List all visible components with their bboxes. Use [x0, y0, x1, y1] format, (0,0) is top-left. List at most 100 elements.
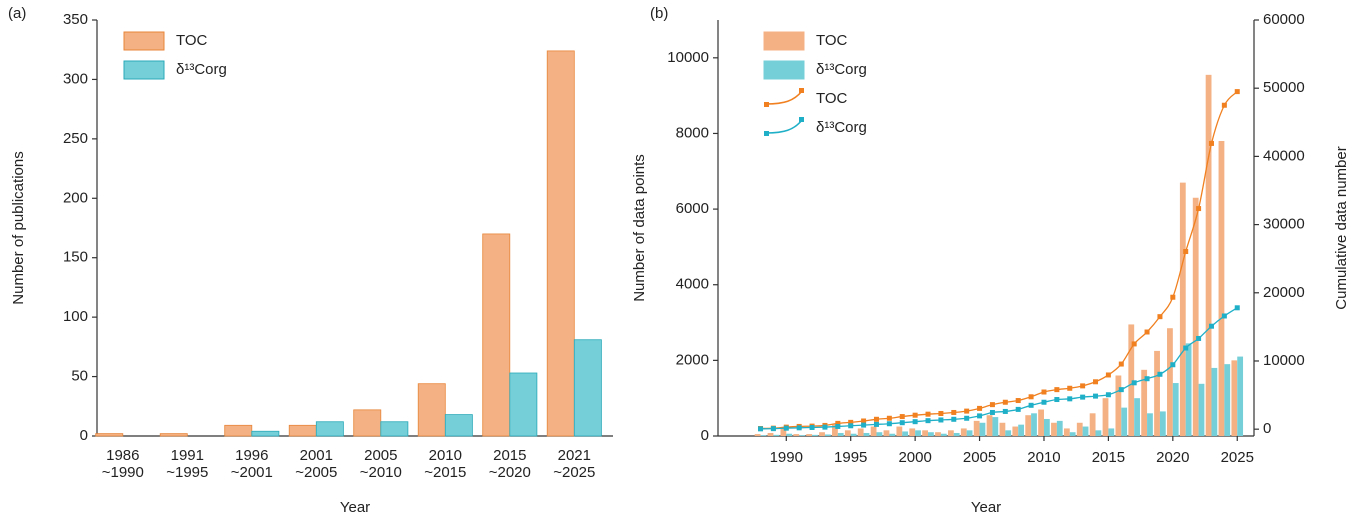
- bar: [1076, 422, 1083, 436]
- bar: [1095, 430, 1102, 436]
- bar: [773, 434, 780, 436]
- bar: [1082, 426, 1089, 436]
- x-tick-label: 1986: [106, 447, 139, 464]
- bar: [224, 424, 253, 437]
- bar: [159, 433, 188, 437]
- tick-label: 2000: [676, 351, 709, 368]
- bar: [812, 434, 818, 436]
- x-tick-label: 1990: [770, 449, 803, 466]
- line-marker: [822, 424, 828, 430]
- tick-label: 0: [701, 427, 709, 444]
- legend-label: δ¹³Corg: [176, 61, 227, 78]
- bar: [837, 432, 844, 436]
- legend-label: δ¹³Corg: [816, 119, 867, 136]
- line-marker: [989, 409, 995, 415]
- x-axis-title: Year: [971, 499, 1001, 516]
- bar: [1121, 407, 1128, 436]
- legend-label: δ¹³Corg: [816, 61, 867, 78]
- bar: [417, 383, 446, 437]
- line-marker: [1015, 406, 1021, 412]
- bar: [819, 432, 825, 436]
- bar: [1154, 350, 1160, 436]
- tick-label: 10000: [667, 49, 709, 66]
- line-marker: [1157, 371, 1163, 377]
- line-marker: [964, 415, 970, 421]
- bar: [546, 50, 575, 437]
- line-marker: [1015, 398, 1021, 404]
- bar: [1018, 424, 1025, 436]
- line-marker: [861, 418, 867, 424]
- line-marker: [938, 410, 944, 416]
- bar: [986, 415, 993, 436]
- line-marker: [1028, 394, 1034, 400]
- line-marker: [964, 408, 970, 414]
- line-marker: [758, 426, 764, 432]
- x-tick-label: ~2015: [424, 464, 466, 481]
- bar: [1056, 420, 1063, 436]
- bar: [1211, 367, 1218, 436]
- line-marker: [1105, 392, 1111, 398]
- bar: [896, 426, 903, 436]
- bar: [909, 428, 916, 436]
- legend-marker: [764, 131, 769, 136]
- bar: [767, 432, 774, 436]
- line-marker: [989, 402, 995, 408]
- line-marker: [1144, 376, 1150, 382]
- x-tick-label: ~1995: [166, 464, 208, 481]
- line-marker: [1028, 402, 1034, 408]
- line-marker: [1041, 399, 1047, 405]
- bar: [353, 409, 382, 437]
- line-marker: [886, 415, 892, 421]
- x-tick-label: 2001: [300, 447, 333, 464]
- bar: [95, 433, 124, 437]
- bar: [1063, 428, 1070, 436]
- bar: [1147, 413, 1153, 436]
- line-marker: [1067, 385, 1073, 391]
- bar: [928, 432, 934, 436]
- x-tick-label: 2025: [1221, 449, 1254, 466]
- bar: [1012, 426, 1019, 436]
- legend-swatch: [763, 31, 805, 51]
- bar: [966, 430, 973, 436]
- line-marker: [1002, 408, 1008, 414]
- bar: [883, 430, 890, 436]
- line-marker: [835, 420, 841, 426]
- bar: [876, 432, 883, 436]
- line-marker: [1208, 140, 1214, 146]
- line-marker: [1054, 387, 1060, 393]
- line-marker: [1196, 335, 1202, 341]
- x-tick-label: 2005: [364, 447, 397, 464]
- line-marker: [1183, 249, 1189, 255]
- line-marker: [1170, 294, 1176, 300]
- line-marker: [861, 422, 867, 428]
- line-marker: [1234, 89, 1240, 95]
- bar: [573, 339, 602, 437]
- panel-label: (a): [8, 5, 26, 22]
- line-marker: [1118, 361, 1124, 367]
- legend-marker: [764, 102, 769, 107]
- bar: [1218, 141, 1225, 436]
- bar: [1128, 324, 1135, 436]
- legend-label: TOC: [176, 32, 208, 49]
- x-tick-label: 2010: [429, 447, 462, 464]
- tick-label: 20000: [1263, 284, 1305, 301]
- line-marker: [912, 419, 918, 425]
- bar: [922, 430, 929, 436]
- x-tick-label: 2015: [1092, 449, 1125, 466]
- tick-label: 4000: [676, 276, 709, 293]
- tick-label: 150: [63, 249, 88, 266]
- line-marker: [796, 425, 802, 431]
- x-tick-label: 2010: [1027, 449, 1060, 466]
- bar: [780, 428, 787, 436]
- bar: [1108, 428, 1115, 436]
- line-marker: [809, 424, 815, 430]
- bar: [902, 431, 909, 436]
- bar: [960, 428, 967, 436]
- line-marker: [1144, 329, 1150, 335]
- line-marker: [1221, 102, 1227, 108]
- bar: [973, 420, 980, 436]
- line-marker: [848, 419, 854, 425]
- bar: [1179, 182, 1186, 436]
- bar: [1051, 422, 1057, 436]
- line-marker: [1131, 341, 1137, 347]
